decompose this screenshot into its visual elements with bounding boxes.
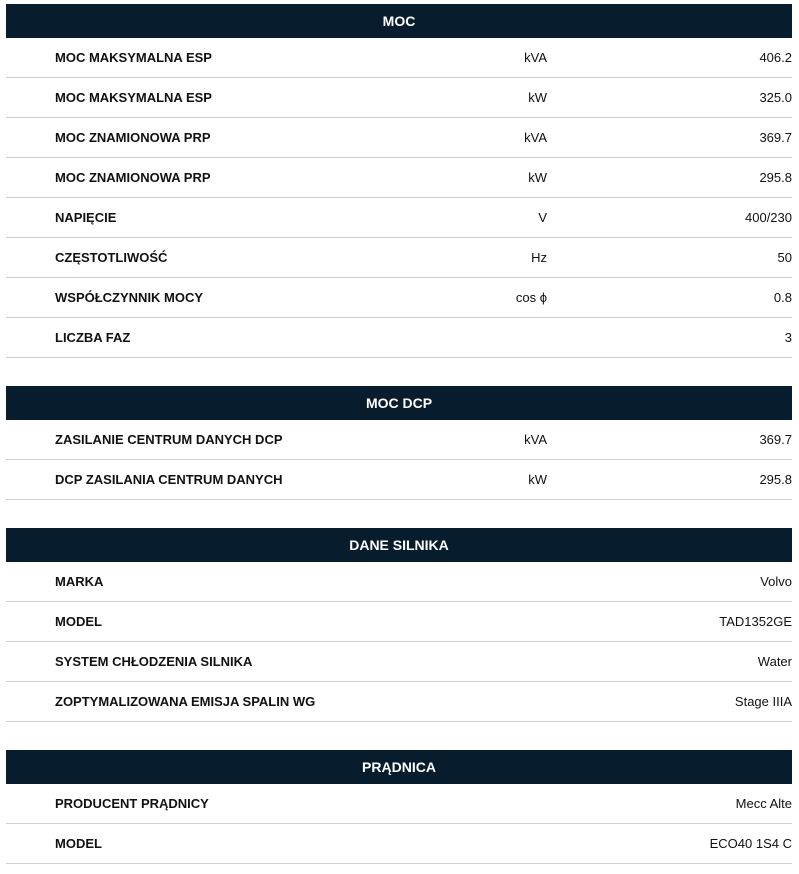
row-label: MOC ZNAMIONOWA PRP (55, 130, 211, 145)
table-row: WSPÓŁCZYNNIK MOCY cos ϕ 0.8 (6, 278, 792, 318)
row-value: 369.7 (759, 432, 792, 447)
row-label: DCP ZASILANIA CENTRUM DANYCH (55, 472, 283, 487)
table-row: LICZBA FAZ 3 (6, 318, 792, 358)
table-row: NAPIĘCIE V 400/230 (6, 198, 792, 238)
row-value: 406.2 (759, 50, 792, 65)
row-value: Volvo (760, 574, 792, 589)
row-label: ZOPTYMALIZOWANA EMISJA SPALIN WG (55, 694, 316, 709)
row-value: TAD1352GE (719, 614, 792, 629)
table-row: MARKA Volvo (6, 562, 792, 602)
row-label: WSPÓŁCZYNNIK MOCY (55, 290, 204, 305)
row-label: MOC MAKSYMALNA ESP (55, 90, 212, 105)
row-unit: kVA (524, 50, 547, 65)
row-unit: V (538, 210, 547, 225)
spec-section: MOC MOC MAKSYMALNA ESP kVA 406.2 MOC MAK… (6, 4, 792, 358)
row-label: MARKA (55, 574, 104, 589)
row-value: 325.0 (759, 90, 792, 105)
table-row: MOC MAKSYMALNA ESP kW 325.0 (6, 78, 792, 118)
row-unit: kVA (524, 130, 547, 145)
row-value: Water (757, 654, 792, 669)
table-row: MODEL TAD1352GE (6, 602, 792, 642)
table-row: MOC ZNAMIONOWA PRP kVA 369.7 (6, 118, 792, 158)
row-unit: kW (528, 90, 547, 105)
row-label: NAPIĘCIE (55, 210, 117, 225)
table-row: PRODUCENT PRĄDNICY Mecc Alte (6, 784, 792, 824)
row-unit: Hz (531, 250, 547, 265)
table-row: SYSTEM CHŁODZENIA SILNIKA Water (6, 642, 792, 682)
row-label: MODEL (55, 614, 102, 629)
row-value: 400/230 (745, 210, 792, 225)
table-row: CZĘSTOTLIWOŚĆ Hz 50 (6, 238, 792, 278)
row-value: Stage IIIA (734, 694, 792, 709)
section-header: PRĄDNICA (6, 750, 792, 784)
table-row: MOC MAKSYMALNA ESP kVA 406.2 (6, 38, 792, 78)
row-value: 3 (784, 330, 792, 345)
table-row: ZOPTYMALIZOWANA EMISJA SPALIN WG Stage I… (6, 682, 792, 722)
row-value: ECO40 1S4 C (709, 836, 792, 851)
table-row: ZASILANIE CENTRUM DANYCH DCP kVA 369.7 (6, 420, 792, 460)
table-row: MODEL ECO40 1S4 C (6, 824, 792, 864)
row-label: PRODUCENT PRĄDNICY (55, 796, 209, 811)
row-value: 50 (777, 250, 792, 265)
table-row: DCP ZASILANIA CENTRUM DANYCH kW 295.8 (6, 460, 792, 500)
row-unit: kW (528, 170, 547, 185)
row-label: MOC MAKSYMALNA ESP (55, 50, 212, 65)
row-value: 0.8 (773, 290, 792, 305)
spec-section: DANE SILNIKA MARKA Volvo MODEL TAD1352GE… (6, 528, 792, 722)
row-label: SYSTEM CHŁODZENIA SILNIKA (55, 654, 253, 669)
row-unit: kVA (524, 432, 547, 447)
row-value: 295.8 (759, 472, 792, 487)
section-header: MOC DCP (6, 386, 792, 420)
row-label: MOC ZNAMIONOWA PRP (55, 170, 211, 185)
row-value: 369.7 (759, 130, 792, 145)
row-label: ZASILANIE CENTRUM DANYCH DCP (55, 432, 283, 447)
spec-section: PRĄDNICA PRODUCENT PRĄDNICY Mecc Alte MO… (6, 750, 792, 864)
row-unit: cos ϕ (515, 290, 547, 305)
row-label: CZĘSTOTLIWOŚĆ (55, 250, 168, 265)
row-value: Mecc Alte (735, 796, 792, 811)
row-label: LICZBA FAZ (55, 330, 131, 345)
row-unit: kW (528, 472, 547, 487)
row-label: MODEL (55, 836, 102, 851)
section-header: DANE SILNIKA (6, 528, 792, 562)
table-row: MOC ZNAMIONOWA PRP kW 295.8 (6, 158, 792, 198)
spec-section: MOC DCP ZASILANIE CENTRUM DANYCH DCP kVA… (6, 386, 792, 500)
section-header: MOC (6, 4, 792, 38)
row-value: 295.8 (759, 170, 792, 185)
